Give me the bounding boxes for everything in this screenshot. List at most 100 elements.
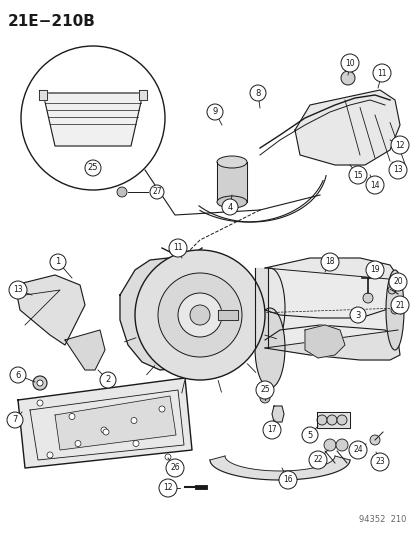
Circle shape [388, 161, 406, 179]
Circle shape [369, 435, 379, 445]
Circle shape [7, 412, 23, 428]
Circle shape [101, 427, 107, 433]
Circle shape [388, 273, 406, 291]
Polygon shape [43, 93, 142, 146]
Circle shape [117, 187, 127, 197]
Circle shape [348, 166, 366, 184]
Text: 20: 20 [392, 278, 402, 287]
Polygon shape [55, 396, 176, 450]
Polygon shape [264, 325, 399, 360]
Circle shape [69, 414, 75, 419]
Circle shape [349, 307, 365, 323]
Text: 21: 21 [394, 301, 404, 310]
Circle shape [9, 281, 27, 299]
Text: 14: 14 [369, 181, 379, 190]
Circle shape [335, 439, 347, 451]
Polygon shape [39, 90, 47, 100]
Text: 4: 4 [227, 203, 232, 212]
Circle shape [348, 441, 366, 459]
Text: 25: 25 [88, 164, 98, 173]
Circle shape [10, 367, 26, 383]
Text: 13: 13 [13, 286, 23, 295]
Text: 10: 10 [344, 59, 354, 68]
Text: 25: 25 [259, 385, 269, 394]
Circle shape [340, 71, 354, 85]
Text: 11: 11 [376, 69, 386, 77]
Circle shape [316, 415, 326, 425]
Circle shape [33, 376, 47, 390]
Circle shape [159, 406, 165, 412]
Circle shape [103, 429, 109, 435]
Circle shape [150, 185, 164, 199]
Polygon shape [316, 412, 349, 428]
Text: 5: 5 [306, 431, 312, 440]
Text: 17: 17 [266, 425, 276, 434]
Text: 12: 12 [394, 141, 404, 149]
Circle shape [365, 176, 383, 194]
Polygon shape [264, 268, 399, 348]
Circle shape [158, 273, 242, 357]
Circle shape [336, 415, 346, 425]
Ellipse shape [216, 196, 247, 208]
Circle shape [390, 306, 398, 314]
Text: 1: 1 [55, 257, 60, 266]
Polygon shape [120, 258, 207, 370]
Polygon shape [294, 90, 399, 165]
Ellipse shape [385, 270, 403, 350]
Circle shape [259, 393, 269, 403]
Text: 15: 15 [352, 171, 362, 180]
Circle shape [206, 104, 223, 120]
Circle shape [100, 372, 116, 388]
Polygon shape [178, 257, 190, 300]
Polygon shape [139, 90, 147, 100]
Text: 21E−210B: 21E−210B [8, 14, 96, 29]
Polygon shape [254, 268, 267, 348]
Circle shape [352, 447, 362, 457]
Circle shape [390, 136, 408, 154]
Text: 7: 7 [12, 416, 18, 424]
Circle shape [326, 415, 336, 425]
Polygon shape [271, 406, 283, 422]
Circle shape [47, 452, 53, 458]
Circle shape [133, 440, 139, 447]
Text: 16: 16 [282, 475, 292, 484]
Circle shape [169, 239, 187, 257]
Polygon shape [264, 258, 399, 318]
Circle shape [166, 459, 183, 477]
Text: 24: 24 [352, 446, 362, 455]
Circle shape [323, 439, 335, 451]
Text: 27: 27 [152, 188, 161, 197]
Circle shape [308, 451, 326, 469]
Circle shape [85, 160, 101, 176]
Circle shape [320, 253, 338, 271]
Circle shape [362, 293, 372, 303]
Circle shape [372, 64, 390, 82]
Circle shape [178, 293, 221, 337]
Text: 6: 6 [15, 370, 21, 379]
Circle shape [37, 380, 43, 386]
Polygon shape [209, 456, 349, 480]
Circle shape [159, 479, 177, 497]
Text: 13: 13 [392, 166, 402, 174]
Circle shape [340, 54, 358, 72]
Text: 2: 2 [105, 376, 110, 384]
Circle shape [131, 417, 137, 424]
Text: 8: 8 [255, 88, 260, 98]
Circle shape [135, 250, 264, 380]
Ellipse shape [254, 268, 284, 348]
Text: 9: 9 [212, 108, 217, 117]
Polygon shape [18, 378, 192, 468]
Ellipse shape [216, 156, 247, 168]
Circle shape [365, 261, 383, 279]
Polygon shape [304, 325, 344, 358]
Circle shape [390, 296, 408, 314]
Circle shape [50, 254, 66, 270]
Text: 3: 3 [354, 311, 360, 319]
Circle shape [190, 305, 209, 325]
Circle shape [37, 400, 43, 406]
Circle shape [249, 85, 266, 101]
Circle shape [278, 471, 296, 489]
Circle shape [387, 286, 395, 294]
Circle shape [165, 454, 171, 460]
Text: 23: 23 [374, 457, 384, 466]
